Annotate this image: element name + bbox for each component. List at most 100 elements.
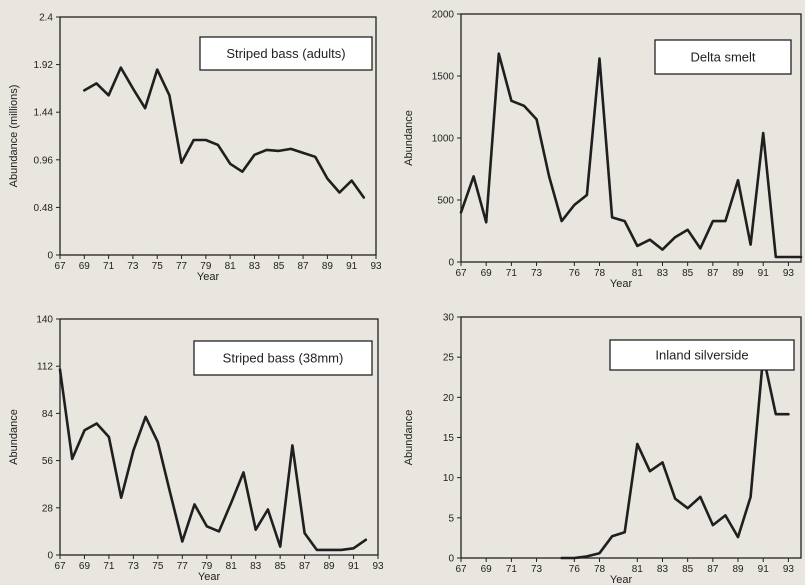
y-tick-label: 10	[443, 473, 455, 484]
x-tick-label: 91	[758, 268, 770, 279]
x-tick-label: 83	[657, 268, 669, 279]
x-tick-label: 79	[200, 261, 212, 272]
legend-entry: Striped bass (38mm)	[223, 351, 344, 366]
y-tick-label: 20	[443, 393, 455, 404]
y-axis-label: Abundance	[403, 110, 415, 166]
x-tick-label: 87	[299, 561, 311, 572]
y-tick-label: 0	[448, 258, 454, 269]
chart-panel-4: 0 5 10 15 20 25 30 67 69 71 73 76 78 81 83 85 87 89 91 93 Ye…	[403, 313, 802, 585]
x-axis-label: Year	[197, 271, 220, 283]
y-tick-label: 5	[448, 513, 454, 524]
legend-box	[193, 340, 373, 376]
x-tick-label: 83	[249, 261, 261, 272]
x-axis-label: Year	[198, 571, 221, 583]
y-tick-label: 2000	[432, 10, 455, 21]
y-tick-label: 1500	[432, 72, 455, 83]
x-tick-label: 93	[372, 561, 384, 572]
x-tick-label: 89	[732, 564, 744, 575]
x-tick-label: 89	[322, 261, 334, 272]
y-tick-label: 15	[443, 433, 455, 444]
y-tick-label: 1000	[432, 134, 455, 145]
y-tick-label: 140	[36, 315, 53, 326]
x-tick-label: 73	[127, 261, 139, 272]
x-tick-label: 81	[225, 261, 237, 272]
y-tick-label: 0	[448, 554, 454, 565]
x-tick-label: 93	[783, 268, 795, 279]
x-tick-label: 71	[506, 564, 518, 575]
series-line	[560, 354, 790, 560]
y-tick-label: 2.4	[39, 13, 53, 24]
x-tick-label: 89	[324, 561, 336, 572]
x-tick-label: 71	[103, 261, 115, 272]
plot-frame	[59, 318, 379, 556]
x-tick-label: 73	[128, 561, 140, 572]
x-tick-label: 87	[298, 261, 310, 272]
y-tick-label: 1.44	[34, 108, 54, 119]
x-tick-label: 69	[79, 261, 91, 272]
x-tick-label: 93	[783, 564, 795, 575]
x-tick-label: 93	[370, 261, 382, 272]
x-tick-label: 77	[176, 261, 188, 272]
series-line	[58, 368, 368, 552]
y-tick-label: 84	[42, 409, 54, 420]
x-tick-label: 79	[201, 561, 213, 572]
y-axis-label: Abundance	[8, 409, 20, 465]
x-tick-label: 83	[250, 561, 262, 572]
x-tick-label: 81	[632, 564, 644, 575]
x-tick-label: 67	[54, 261, 66, 272]
x-tick-label: 85	[275, 561, 287, 572]
x-tick-label: 85	[273, 261, 285, 272]
x-tick-label: 67	[455, 564, 467, 575]
y-tick-label: 500	[437, 196, 454, 207]
x-tick-label: 78	[594, 564, 606, 575]
chart-panel-3: 0 28 56 84 112 140 67 69 71 73 75 77 79 81 83 85 87 89 91 9…	[8, 315, 384, 584]
x-tick-label: 67	[455, 268, 467, 279]
y-tick-label: 30	[443, 313, 455, 324]
x-tick-label: 81	[632, 268, 644, 279]
plot-frame	[59, 16, 377, 256]
x-tick-label: 87	[707, 564, 719, 575]
x-tick-label: 91	[758, 564, 770, 575]
series-line	[83, 66, 366, 199]
legend-entry: Inland silverside	[655, 348, 748, 363]
x-tick-label: 83	[657, 564, 669, 575]
x-tick-label: 67	[54, 561, 66, 572]
x-tick-label: 78	[594, 268, 606, 279]
x-tick-label: 85	[682, 268, 694, 279]
x-axis-label: Year	[610, 278, 633, 290]
legend-entry: Delta smelt	[690, 50, 755, 65]
chart-panel-1: 0 0.48 0.96 1.44 1.92 2.4 67 69 71 73 75 77 79 81 83 85…	[8, 13, 382, 284]
y-tick-label: 1.92	[34, 60, 54, 71]
chart-panel-2: 0 500 1000 1500 2000 67 69 71 73 76 78 81 83 85 87 89 91…	[403, 10, 803, 290]
y-tick-label: 112	[37, 362, 53, 373]
x-tick-label: 85	[682, 564, 694, 575]
y-tick-label: 0.48	[34, 203, 54, 214]
y-tick-label: 25	[443, 353, 455, 364]
x-tick-label: 91	[348, 561, 360, 572]
x-tick-label: 71	[103, 561, 115, 572]
y-tick-label: 56	[42, 456, 54, 467]
x-tick-label: 91	[346, 261, 358, 272]
x-axis-label: Year	[610, 574, 633, 585]
y-tick-label: 0	[47, 251, 53, 262]
y-tick-label: 0	[47, 551, 53, 562]
y-axis-label: Abundance	[403, 410, 415, 466]
x-tick-label: 69	[481, 564, 493, 575]
x-tick-label: 75	[152, 561, 164, 572]
x-tick-label: 71	[506, 268, 518, 279]
legend-box	[199, 36, 373, 71]
x-tick-label: 69	[79, 561, 91, 572]
legend-entry: Striped bass (adults)	[226, 46, 345, 61]
legend-box	[609, 339, 795, 371]
y-axis-label: Abundance (millions)	[8, 85, 20, 188]
series-line	[459, 52, 803, 259]
x-tick-label: 87	[707, 268, 719, 279]
x-tick-label: 69	[481, 268, 493, 279]
x-tick-label: 89	[732, 268, 744, 279]
legend-box	[654, 39, 792, 75]
x-tick-label: 77	[177, 561, 189, 572]
y-tick-label: 0.96	[34, 155, 54, 166]
x-tick-label: 75	[152, 261, 164, 272]
x-tick-label: 73	[531, 268, 543, 279]
